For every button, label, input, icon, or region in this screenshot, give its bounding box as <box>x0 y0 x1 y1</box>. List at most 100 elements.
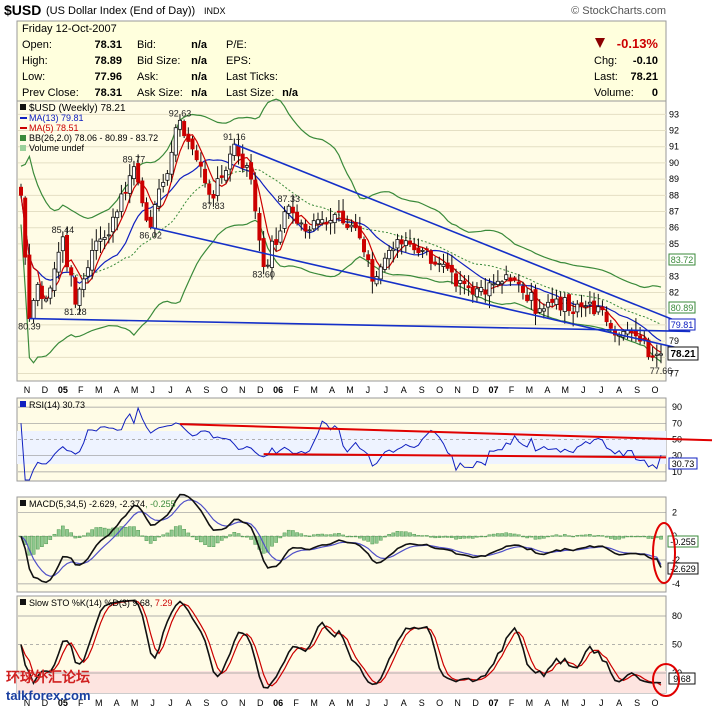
macd-hist-bar <box>61 525 65 537</box>
macd-hist-bar <box>604 535 609 538</box>
macd-hist-bar <box>132 526 136 537</box>
rsi-value-box <box>668 457 698 470</box>
macd-hist-bar <box>613 535 617 540</box>
macd-hist-bar <box>102 527 107 537</box>
rsi-legend-text: RSI(14) 30.73 <box>29 400 85 410</box>
macd-hist-bar <box>496 533 500 537</box>
x-axis-month: S <box>203 385 209 395</box>
legend-title: $USD (Weekly) 78.21 <box>29 103 126 114</box>
x-axis-month-bottom: 05 <box>58 698 68 708</box>
macd-tick: -4 <box>672 579 680 589</box>
candle-body <box>140 180 145 204</box>
lastticks-label: Last Ticks: <box>226 71 278 83</box>
x-axis-month: M <box>131 385 139 395</box>
candle-body <box>558 296 563 311</box>
macd-hist-bar <box>546 535 550 538</box>
price-annotation: 89.77 <box>123 155 146 165</box>
candle-body <box>374 276 379 285</box>
macd-hist-bar <box>629 535 634 538</box>
x-axis-month: 07 <box>489 385 499 395</box>
legend-bb: BB(26,2.0) 78.06 - 80.89 - 83.72 <box>29 133 158 143</box>
candle-body <box>596 306 601 313</box>
legend-swatch-volume <box>20 145 26 151</box>
candle-body <box>39 285 44 299</box>
macd-hist-bar <box>270 535 274 547</box>
macd-hist-bar <box>316 533 320 537</box>
candle-body <box>537 308 542 313</box>
candle-body <box>295 211 300 224</box>
high-value: 78.89 <box>94 55 122 67</box>
candle-body <box>278 230 283 243</box>
candle-body <box>332 214 337 224</box>
macd-hist-bar <box>211 535 216 547</box>
macd-hist-bar <box>324 534 329 537</box>
macd-hist-bar <box>617 535 621 540</box>
pct-change: -0.13% <box>617 36 659 51</box>
macd-hist-bar <box>475 535 479 538</box>
macd-hist-bar <box>533 535 538 540</box>
x-axis-month: M <box>346 385 354 395</box>
lastsize-label: Last Size: <box>226 87 274 99</box>
sto-lines <box>20 599 662 689</box>
candle-body <box>420 250 425 252</box>
macd-hist-bar <box>341 534 345 537</box>
source-credit[interactable]: © StockCharts.com <box>571 5 666 17</box>
ma13-label-box <box>668 318 696 331</box>
macd-lines <box>20 493 662 584</box>
candle-body <box>315 219 320 225</box>
macd-value-box <box>667 562 699 575</box>
price-annotations: 80.39 85.44 81.28 89.77 86.02 92.63 87.83 91.16… <box>18 108 672 375</box>
rsi-tick: 10 <box>672 467 682 477</box>
x-axis-month-bottom: D <box>257 698 264 708</box>
candle-body <box>102 237 107 240</box>
candle-body <box>211 194 216 199</box>
x-axis-month-bottom: M <box>526 698 534 708</box>
macd-hist-bar <box>73 535 78 539</box>
candle-body <box>265 264 270 267</box>
candle-body <box>236 145 241 157</box>
x-axis-month-bottom: N <box>24 698 31 708</box>
candle-body <box>152 204 157 229</box>
macd-hist-bar <box>98 527 103 537</box>
pe-label: P/E: <box>226 39 247 51</box>
macd-hist-bar <box>153 535 157 541</box>
candle-body <box>44 298 49 302</box>
x-axis-month: A <box>401 385 407 395</box>
legend-swatch-bb <box>20 135 26 141</box>
rsi-tick: 90 <box>672 402 682 412</box>
low-label: Low: <box>22 71 45 83</box>
candle-body <box>366 254 371 261</box>
x-axis-month: S <box>419 385 425 395</box>
candle-body <box>483 290 488 295</box>
lastsize-value: n/a <box>282 87 299 99</box>
candle-body <box>395 239 400 249</box>
macd-hist-bar <box>575 535 580 537</box>
asksize-label: Ask Size: <box>137 87 183 99</box>
macd-hist-label: -0.255 <box>670 537 696 547</box>
bollinger-bands <box>20 98 662 364</box>
x-axis-month: A <box>544 385 550 395</box>
x-axis-month-bottom: A <box>185 698 191 708</box>
candle-body <box>650 355 655 358</box>
sto-value-label: 9.68 <box>673 674 691 684</box>
macd-hist-bar <box>571 535 575 538</box>
candle-body <box>562 297 567 312</box>
x-axis-month: D <box>472 385 479 395</box>
price-gridlines <box>18 113 666 375</box>
rsi-legend-swatch <box>20 401 26 407</box>
bidsize-value: n/a <box>191 55 208 67</box>
macd-hist-bar <box>445 535 450 538</box>
candle-body <box>253 179 258 212</box>
macd-hist-bar <box>286 529 291 537</box>
macd-hist-bar <box>362 535 366 541</box>
macd-hist-bar <box>65 529 69 537</box>
x-axis-month: J <box>384 385 389 395</box>
candle-body <box>583 305 588 308</box>
x-axis-month: J <box>599 385 604 395</box>
candle-body <box>587 301 592 305</box>
macd-hist-bar <box>94 527 99 537</box>
macd-hist-bar <box>303 535 308 537</box>
bid-label: Bid: <box>137 39 156 51</box>
x-axis-month-bottom: D <box>42 698 49 708</box>
macd-hist-bar <box>299 533 304 537</box>
